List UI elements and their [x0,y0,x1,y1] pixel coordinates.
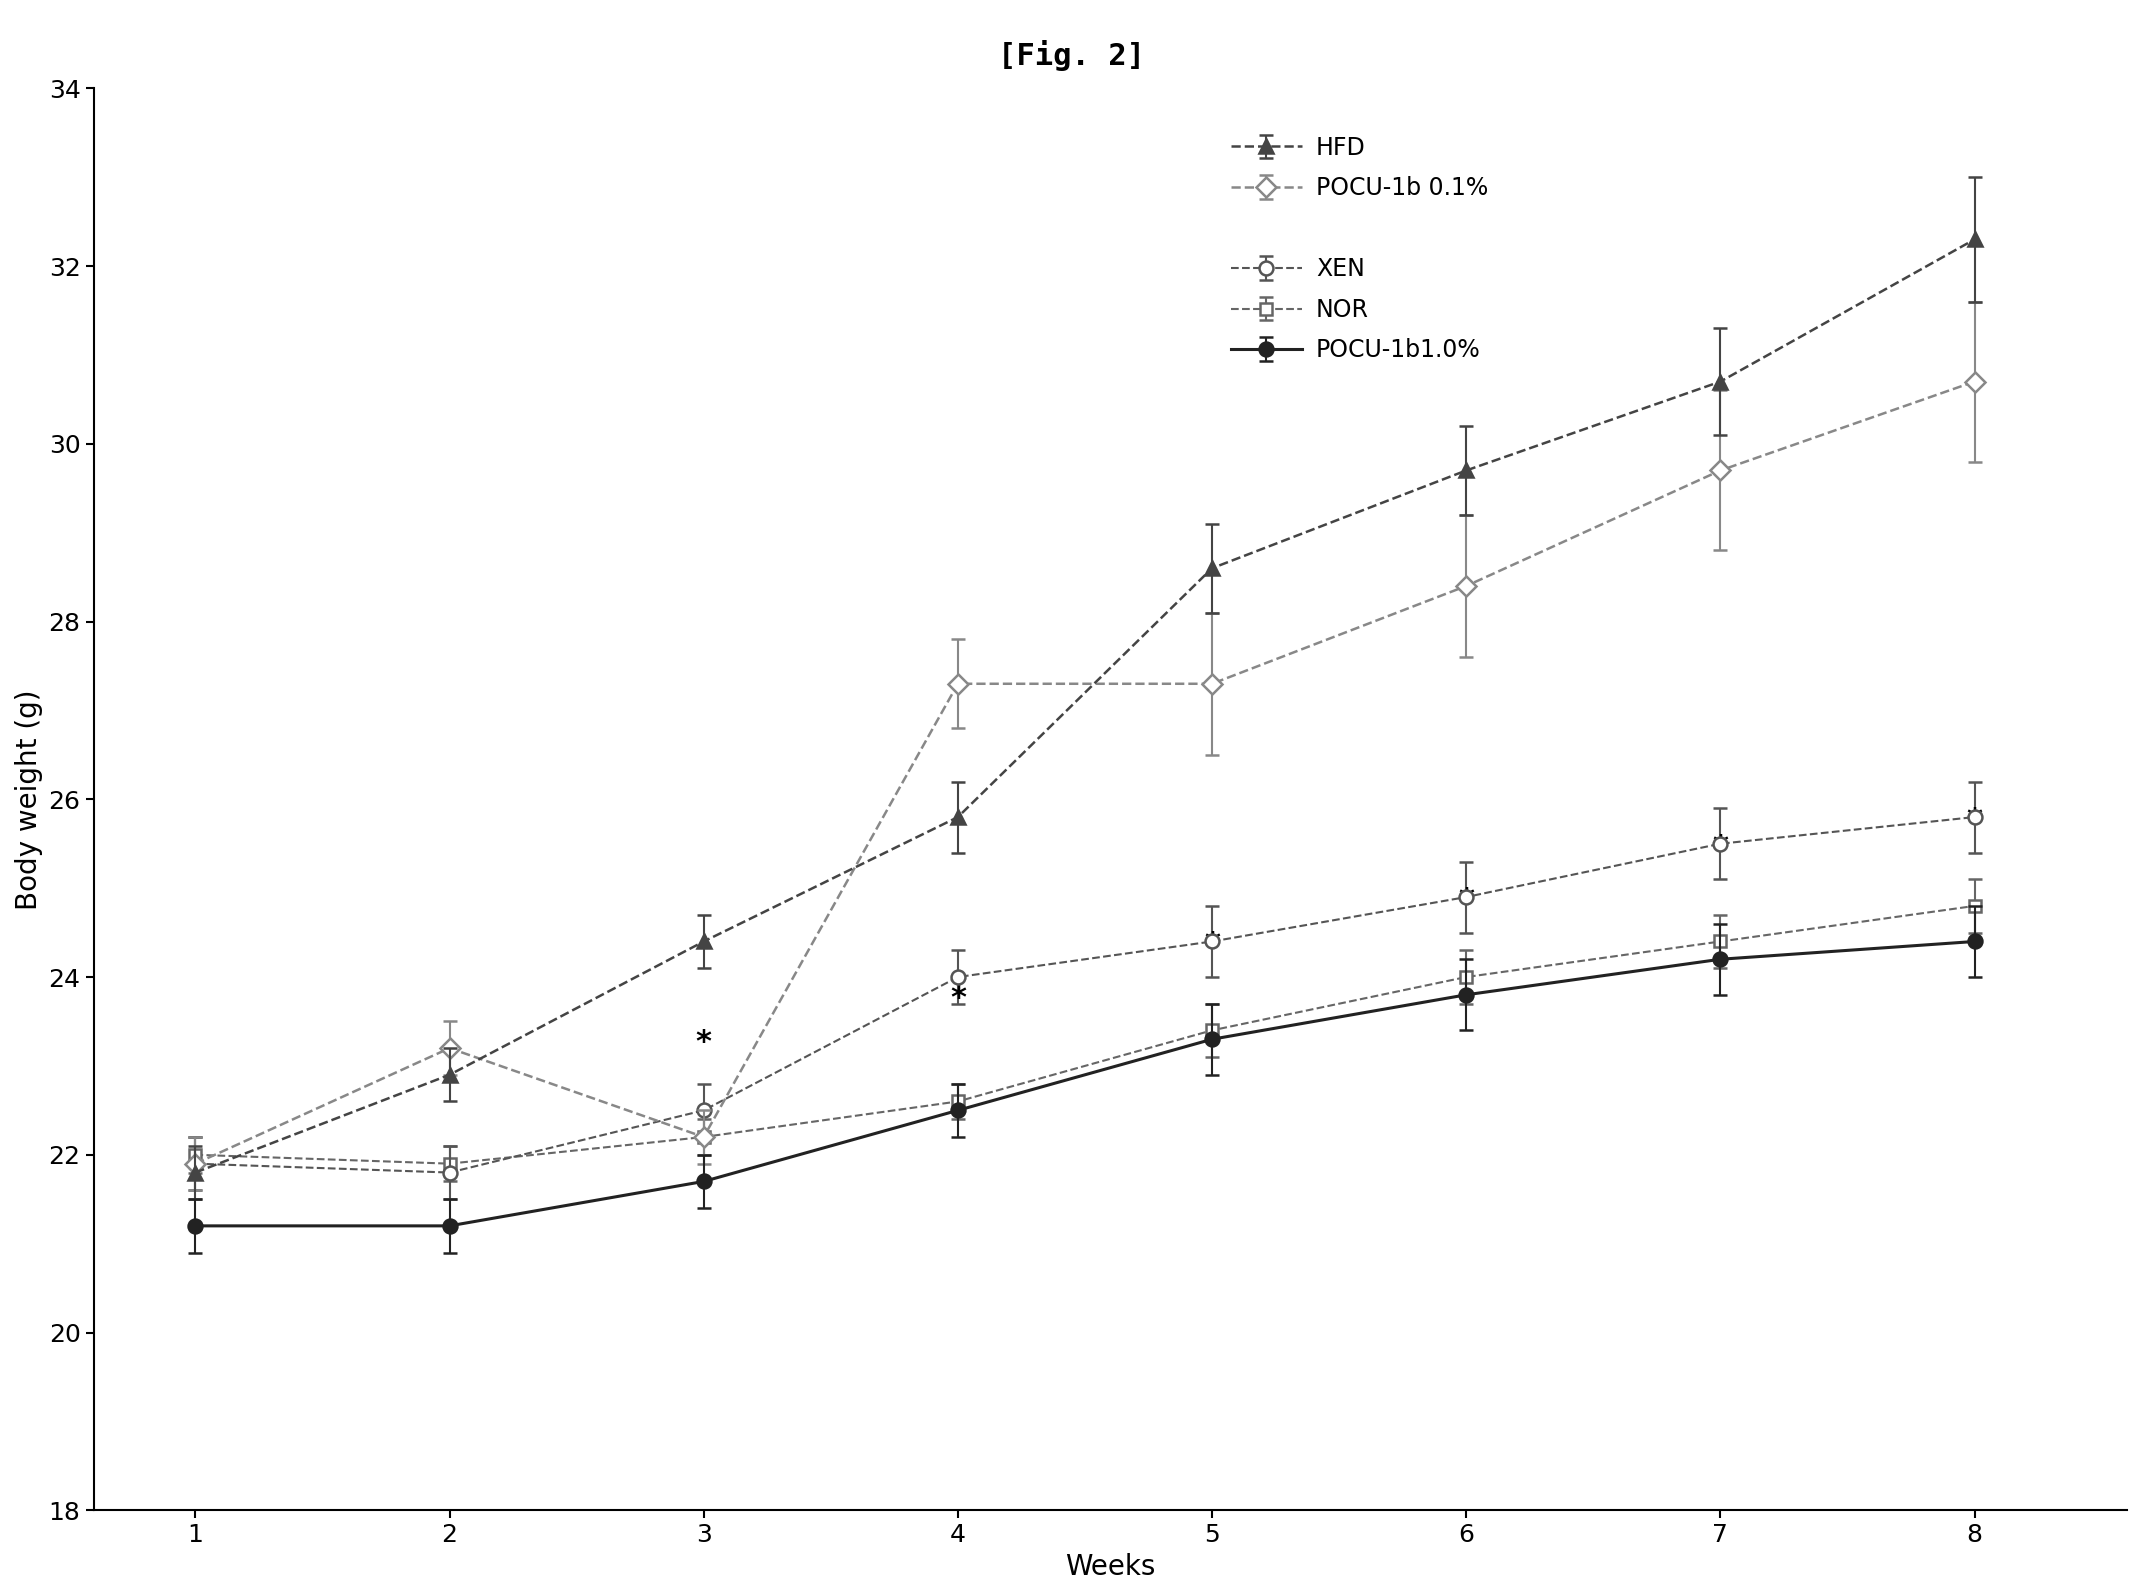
Y-axis label: Body weight (g): Body weight (g) [15,689,43,910]
Text: *: * [1204,930,1221,959]
Text: *: * [1459,886,1474,915]
Text: *: * [696,1028,711,1057]
Text: [Fig. 2]: [Fig. 2] [998,40,1144,70]
X-axis label: Weeks: Weeks [1065,1553,1155,1582]
Text: *: * [949,983,966,1012]
Text: *: * [1711,833,1729,862]
Text: *: * [1966,806,1983,835]
Legend: HFD, POCU-1b 0.1%, , XEN, NOR, POCU-1b1.0%: HFD, POCU-1b 0.1%, , XEN, NOR, POCU-1b1.… [1223,129,1495,369]
